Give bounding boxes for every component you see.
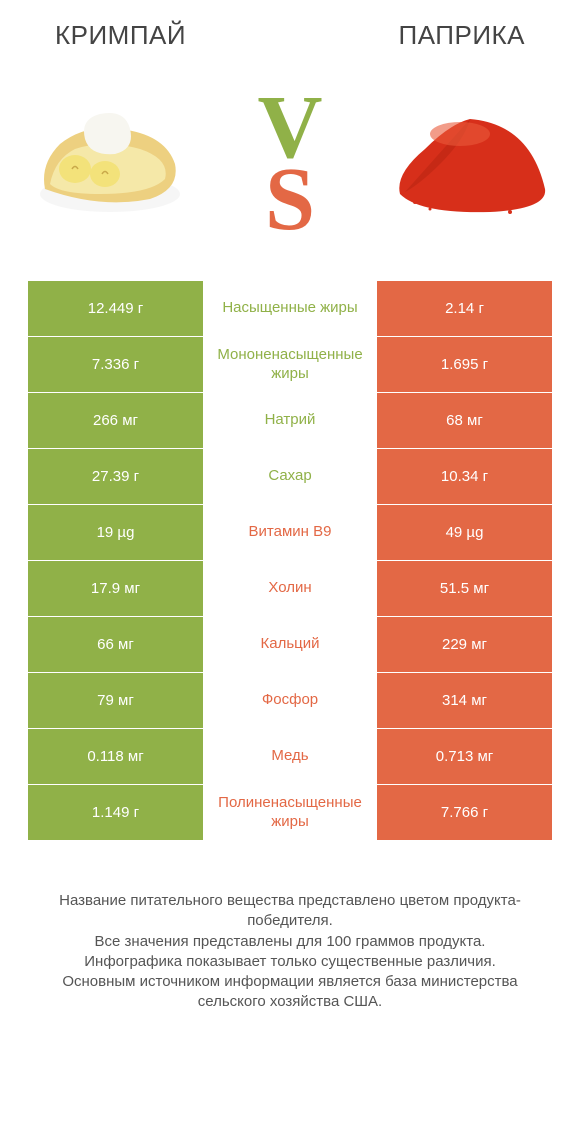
table-row: 19 µgВитамин B949 µg	[28, 505, 552, 561]
left-value: 79 мг	[28, 673, 203, 728]
right-value: 229 мг	[377, 617, 552, 672]
right-value: 7.766 г	[377, 785, 552, 840]
right-value: 1.695 г	[377, 337, 552, 392]
table-row: 1.149 гПолиненасыщенные жиры7.766 г	[28, 785, 552, 841]
left-value: 66 мг	[28, 617, 203, 672]
table-row: 266 мгНатрий68 мг	[28, 393, 552, 449]
left-value: 27.39 г	[28, 449, 203, 504]
table-row: 0.118 мгМедь0.713 мг	[28, 729, 552, 785]
table-row: 12.449 гНасыщенные жиры2.14 г	[28, 281, 552, 337]
right-value: 51.5 мг	[377, 561, 552, 616]
right-value: 314 мг	[377, 673, 552, 728]
comparison-table: 12.449 гНасыщенные жиры2.14 г7.336 гМоно…	[0, 281, 580, 841]
table-row: 27.39 гСахар10.34 г	[28, 449, 552, 505]
footer-note: Название питательного вещества представл…	[0, 841, 580, 1033]
table-row: 79 мгФосфор314 мг	[28, 673, 552, 729]
nutrient-name: Насыщенные жиры	[203, 281, 377, 336]
nutrient-name: Кальций	[203, 617, 377, 672]
left-value: 1.149 г	[28, 785, 203, 840]
nutrient-name: Полиненасыщенные жиры	[203, 785, 377, 840]
right-value: 10.34 г	[377, 449, 552, 504]
left-value: 7.336 г	[28, 337, 203, 392]
vs-letter-s: S	[265, 164, 315, 236]
nutrient-name: Мононенасыщенные жиры	[203, 337, 377, 392]
right-value: 2.14 г	[377, 281, 552, 336]
vs-label: V S	[258, 92, 323, 236]
nutrient-name: Холин	[203, 561, 377, 616]
left-value: 17.9 мг	[28, 561, 203, 616]
right-value: 68 мг	[377, 393, 552, 448]
nutrient-name: Медь	[203, 729, 377, 784]
table-row: 7.336 гМононенасыщенные жиры1.695 г	[28, 337, 552, 393]
left-product-title: КРИМПАЙ	[55, 20, 186, 51]
nutrient-name: Витамин B9	[203, 505, 377, 560]
nutrient-name: Натрий	[203, 393, 377, 448]
right-value: 49 µg	[377, 505, 552, 560]
nutrient-name: Фосфор	[203, 673, 377, 728]
right-value: 0.713 мг	[377, 729, 552, 784]
table-row: 17.9 мгХолин51.5 мг	[28, 561, 552, 617]
nutrient-name: Сахар	[203, 449, 377, 504]
cream-pie-image	[30, 89, 190, 239]
left-value: 266 мг	[28, 393, 203, 448]
right-product-title: ПАПРИКА	[399, 20, 525, 51]
paprika-image	[390, 89, 550, 239]
hero-row: V S	[0, 81, 580, 281]
left-value: 12.449 г	[28, 281, 203, 336]
left-value: 19 µg	[28, 505, 203, 560]
table-row: 66 мгКальций229 мг	[28, 617, 552, 673]
left-value: 0.118 мг	[28, 729, 203, 784]
